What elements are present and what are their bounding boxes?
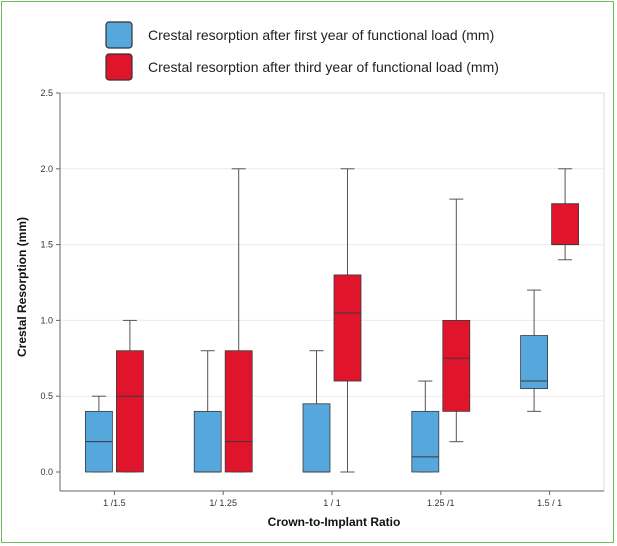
y-tick-label: 1.5 — [40, 240, 53, 250]
y-tick-label: 0.0 — [40, 467, 53, 477]
legend-swatch — [105, 21, 133, 49]
box-iqr — [333, 274, 362, 382]
x-axis-title: Crown-to-Implant Ratio — [268, 515, 401, 529]
box-iqr — [224, 350, 253, 473]
box-iqr — [193, 410, 222, 473]
x-tick-label: 1 /1.5 — [103, 498, 126, 508]
x-tick-label: 1 / 1 — [323, 498, 341, 508]
axes: 0.0 0.5 1.0 1.5 2.0 2.5 1 /1.5 1/ 1.25 1 / 1 1.25… — [40, 88, 604, 508]
box-third-year — [551, 168, 579, 261]
box-iqr — [551, 203, 579, 245]
legend-swatch — [105, 53, 133, 81]
y-tick-label: 1.0 — [40, 315, 53, 325]
legend: Crestal resorption after first year of f… — [105, 21, 499, 81]
x-tick-label: 1.25 /1 — [427, 498, 455, 508]
box-plots — [85, 168, 579, 473]
box-first-year — [85, 395, 113, 473]
box-first-year — [520, 289, 548, 412]
y-tick-label: 2.0 — [40, 164, 53, 174]
legend-label: Crestal resorption after first year of f… — [148, 27, 494, 43]
box-iqr — [116, 350, 144, 473]
box-third-year — [224, 168, 253, 473]
box-iqr — [302, 403, 331, 473]
box-third-year — [442, 198, 471, 443]
box-first-year — [193, 350, 222, 473]
legend-label: Crestal resorption after third year of f… — [148, 59, 499, 75]
y-tick-label: 2.5 — [40, 88, 53, 98]
x-tick-label: 1/ 1.25 — [209, 498, 237, 508]
box-first-year — [302, 350, 331, 473]
y-tick-label: 0.5 — [40, 391, 53, 401]
x-tick-label: 1.5 / 1 — [537, 498, 562, 508]
y-axis-title: Crestal Resorption (mm) — [15, 217, 29, 357]
box-third-year — [116, 319, 144, 473]
box-iqr — [411, 410, 440, 473]
box-first-year — [411, 380, 440, 473]
box-iqr — [520, 335, 548, 390]
box-iqr — [442, 319, 471, 412]
box-third-year — [333, 168, 362, 473]
